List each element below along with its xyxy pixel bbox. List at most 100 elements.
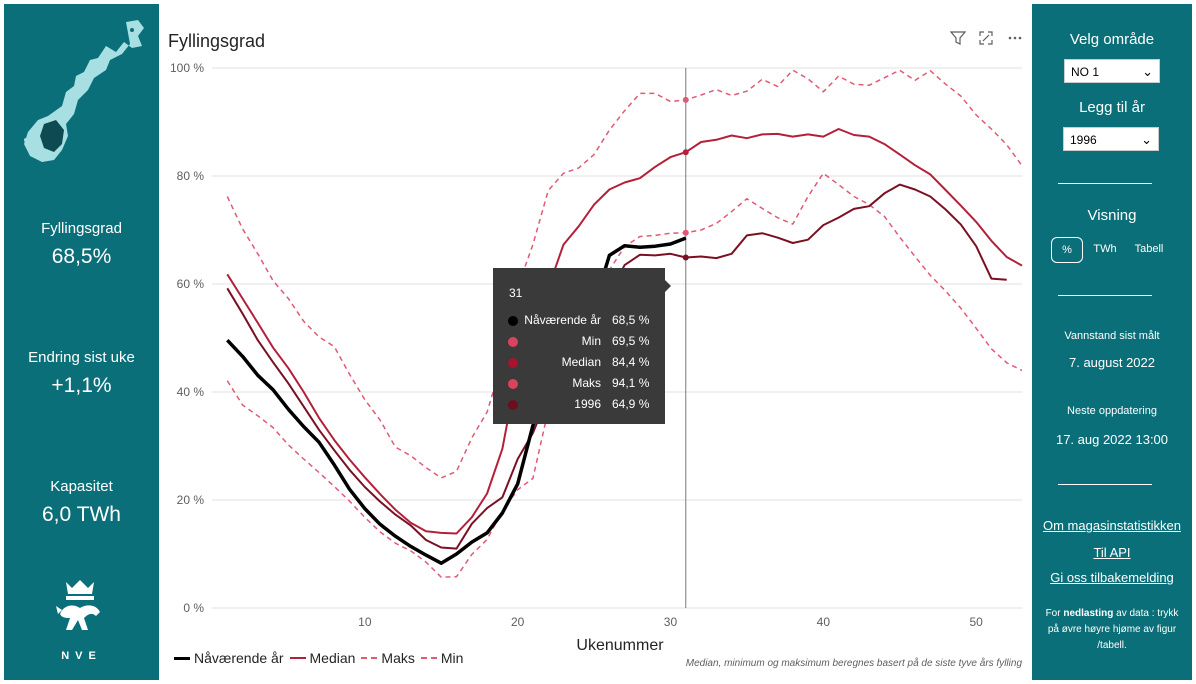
tooltip-value: 68,5 % bbox=[612, 313, 650, 327]
chevron-down-icon: ⌄ bbox=[1141, 132, 1152, 147]
view-table-button[interactable]: Tabell bbox=[1134, 243, 1164, 255]
tooltip-label: Maks bbox=[572, 376, 601, 390]
area-select-value: NO 1 bbox=[1071, 65, 1100, 79]
y-tick-label: 0 % bbox=[183, 601, 204, 615]
tooltip-value: 64,9 % bbox=[612, 397, 650, 411]
legend-swatch-maks bbox=[361, 657, 378, 659]
legend-item-maks[interactable]: Maks bbox=[361, 650, 415, 666]
legend-label: Median bbox=[309, 650, 356, 666]
x-tick-label: 30 bbox=[664, 615, 678, 629]
chevron-down-icon: ⌄ bbox=[1142, 64, 1153, 79]
y-tick-label: 100 % bbox=[170, 61, 204, 75]
tooltip-label: Nåværende år bbox=[524, 313, 601, 327]
download-note: For nedlasting av data : trykk på øvre h… bbox=[1042, 606, 1182, 654]
area-select-label: Velg område bbox=[1069, 31, 1155, 48]
focus-mode-icon[interactable] bbox=[976, 30, 996, 50]
download-note-bold: nedlasting bbox=[1063, 608, 1114, 619]
tooltip-row: 1996 64,9 % bbox=[493, 396, 665, 416]
crosshair-marker bbox=[682, 149, 689, 156]
filter-icon[interactable] bbox=[948, 30, 968, 50]
water-level-date: 7. august 2022 bbox=[1068, 355, 1156, 370]
chart-legend: Nåværende år Median Maks Min bbox=[174, 650, 463, 666]
x-axis-label: Ukenummer bbox=[576, 637, 664, 654]
series-line-Maks bbox=[226, 69, 1023, 479]
crosshair-marker bbox=[682, 96, 689, 103]
download-note-prefix: For bbox=[1045, 608, 1064, 619]
area-select[interactable]: NO 1 ⌄ bbox=[1064, 59, 1160, 83]
next-update-date: 17. aug 2022 13:00 bbox=[1055, 432, 1169, 447]
divider bbox=[1058, 295, 1152, 296]
kpi-endring-label: Endring sist uke bbox=[28, 349, 135, 366]
tooltip-row: Nåværende år 68,5 % bbox=[493, 312, 665, 332]
norway-map-icon bbox=[24, 20, 144, 162]
series-line-Nåværende år bbox=[226, 236, 687, 565]
divider bbox=[1058, 484, 1152, 485]
x-axis-ticks: 10 20 30 40 50 bbox=[358, 615, 983, 629]
y-tick-label: 40 % bbox=[177, 385, 205, 399]
legend-item-current-year[interactable]: Nåværende år bbox=[174, 650, 284, 666]
water-level-label: Vannstand sist målt bbox=[1064, 330, 1160, 342]
y-axis-ticks: 0 % 20 % 40 % 60 % 80 % 100 % bbox=[170, 61, 204, 615]
view-percent-button[interactable]: % bbox=[1051, 237, 1083, 263]
tooltip-arrow bbox=[665, 280, 671, 292]
kpi-fyllingsgrad-value: 68,5% bbox=[51, 245, 112, 268]
year-select-label: Legg til år bbox=[1079, 99, 1145, 116]
tooltip-label: Min bbox=[581, 334, 601, 348]
legend-swatch-current bbox=[174, 656, 190, 660]
legend-item-min[interactable]: Min bbox=[420, 650, 464, 666]
chart-tooltip: 31 Nåværende år 68,5 % Min 69,5 % Median… bbox=[493, 268, 671, 424]
tooltip-row: Maks 94,1 % bbox=[493, 375, 665, 395]
crosshair-marker bbox=[682, 254, 689, 261]
kpi-endring-value: +1,1% bbox=[51, 374, 112, 397]
next-update-label: Neste oppdatering bbox=[1067, 405, 1157, 417]
tooltip-row: Median 84,4 % bbox=[493, 354, 665, 374]
left-panel: Fyllingsgrad 68,5% Endring sist uke +1,1… bbox=[4, 4, 159, 680]
tooltip-header: 31 bbox=[509, 286, 523, 300]
nve-logo-text: NVE bbox=[61, 650, 102, 662]
year-select-value: 1996 bbox=[1070, 133, 1097, 147]
tooltip-value: 69,5 % bbox=[612, 334, 650, 348]
crosshair-marker bbox=[682, 229, 689, 236]
kpi-fyllingsgrad-label: Fyllingsgrad bbox=[41, 220, 122, 237]
more-options-icon[interactable] bbox=[1005, 30, 1025, 50]
right-panel: Velg område NO 1 ⌄ Legg til år 1996 ⌄ Vi… bbox=[1032, 4, 1192, 680]
tooltip-dot bbox=[508, 316, 518, 326]
crosshair-markers bbox=[682, 96, 689, 261]
kpi-kapasitet-value: 6,0 TWh bbox=[42, 503, 121, 526]
x-tick-label: 40 bbox=[817, 615, 831, 629]
legend-label: Nåværende år bbox=[194, 650, 284, 666]
legend-label: Min bbox=[440, 650, 464, 666]
y-tick-label: 80 % bbox=[177, 169, 205, 183]
legend-item-median[interactable]: Median bbox=[289, 650, 356, 666]
series-line-Median bbox=[226, 128, 1023, 535]
chart-footnote: Median, minimum og maksimum beregnes bas… bbox=[685, 658, 1022, 669]
tooltip-dot bbox=[508, 400, 518, 410]
view-twh-button[interactable]: TWh bbox=[1093, 243, 1117, 255]
tooltip-label: 1996 bbox=[574, 397, 601, 411]
x-tick-label: 50 bbox=[969, 615, 983, 629]
tooltip-value: 94,1 % bbox=[612, 376, 650, 390]
x-tick-label: 10 bbox=[358, 615, 372, 629]
divider bbox=[1058, 183, 1152, 184]
tooltip-dot bbox=[508, 358, 518, 368]
tooltip-value: 84,4 % bbox=[612, 355, 650, 369]
legend-swatch-min bbox=[420, 657, 437, 659]
y-tick-label: 60 % bbox=[177, 277, 205, 291]
x-tick-label: 20 bbox=[511, 615, 525, 629]
about-statistics-link[interactable]: Om magasinstatistikken bbox=[1043, 518, 1181, 533]
view-label: Visning bbox=[1087, 207, 1137, 224]
api-link[interactable]: Til API bbox=[1093, 545, 1131, 560]
kpi-kapasitet-label: Kapasitet bbox=[50, 478, 113, 495]
year-select[interactable]: 1996 ⌄ bbox=[1063, 127, 1159, 151]
legend-swatch-median bbox=[289, 657, 306, 659]
chart-title: Fyllingsgrad bbox=[168, 31, 266, 51]
tooltip-label: Median bbox=[561, 355, 601, 369]
nve-coat-of-arms-icon bbox=[56, 580, 100, 630]
download-note-rest: av data : trykk på øvre høyre hjøme av f… bbox=[1047, 608, 1179, 651]
tooltip-dot bbox=[508, 337, 518, 347]
feedback-link[interactable]: Gi oss tilbakemelding bbox=[1050, 570, 1174, 585]
tooltip-row: Min 69,5 % bbox=[493, 333, 665, 353]
legend-label: Maks bbox=[381, 650, 415, 666]
y-tick-label: 20 % bbox=[177, 493, 205, 507]
tooltip-dot bbox=[508, 379, 518, 389]
